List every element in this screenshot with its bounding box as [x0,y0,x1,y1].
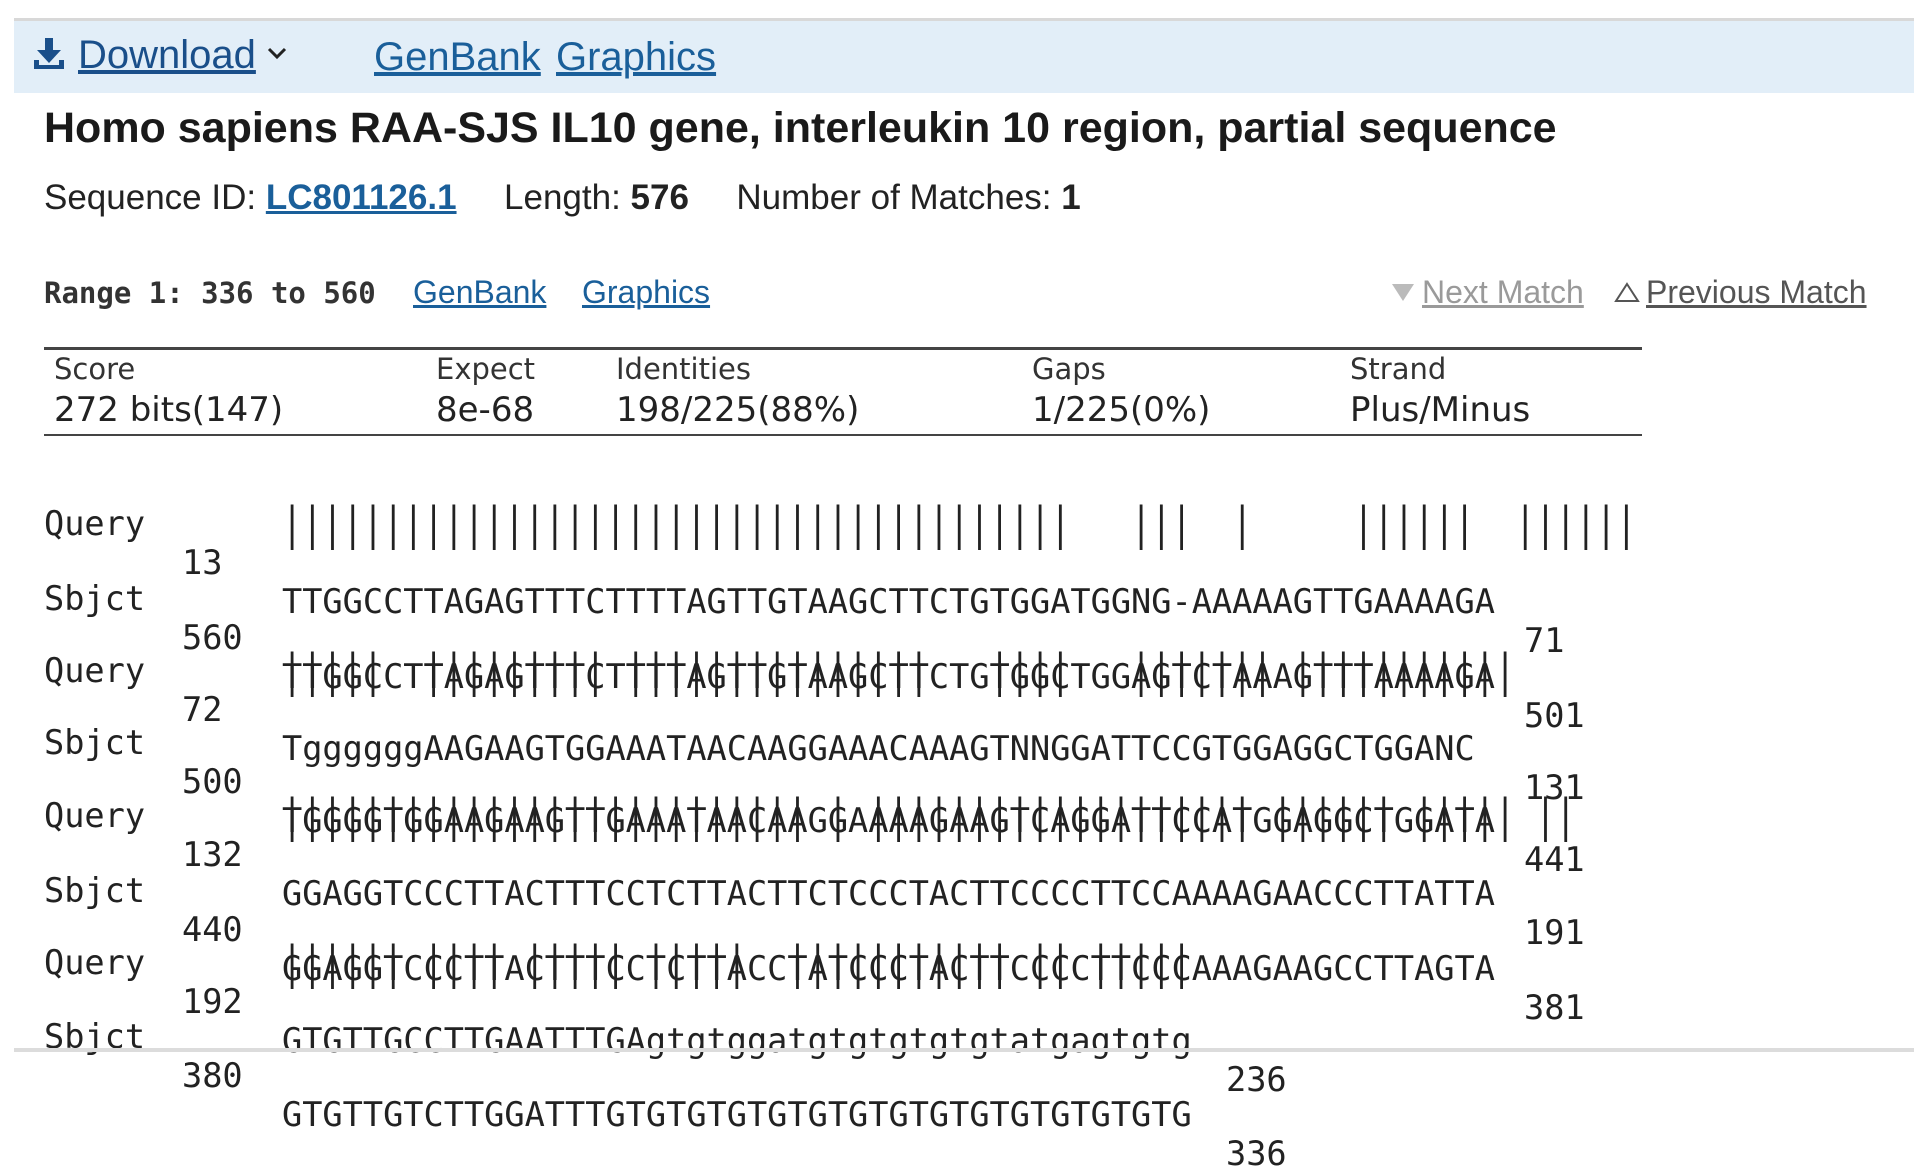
sbjct-sequence: TTGGCCTTAGAGTTTCTTTTAGTTGTAAGCTTCTGTGGCT… [282,657,1495,696]
match-line: |||||| |||| ||||| ||||| ||||||||||| || |… [282,936,1192,989]
query-sequence: TggggggAAGAAGTGGAAATAACAAGGAAACAAAGTNNGG… [282,729,1475,768]
query-start: 72 [182,690,223,729]
query-label: Query [44,651,146,690]
sbjct-line: Sbjct 560 TTGGCCTTAGAGTTTCTTTTAGTTGTAAGC… [0,540,1585,735]
strand-value: Plus/Minus [1350,390,1531,430]
sbjct-label: Sbjct [44,723,146,762]
next-match-label: Next Match [1422,274,1584,310]
query-end: 131 [1524,768,1585,807]
sbjct-label: Sbjct [44,871,146,910]
query-sequence: GTGTTGCCTTGAATTTGAgtgtggatgtgtgtgtgtatga… [282,1021,1192,1060]
sbjct-sequence: TGGGGTGGAAGAAGTTGAAATAACAAGGAAAAGAAGTCAG… [282,801,1495,840]
score-label: Score [54,352,136,386]
range-label: Range 1: 336 to 560 [44,276,376,310]
query-end: 191 [1524,913,1585,952]
range-genbank-link[interactable]: GenBank [413,274,547,310]
query-start: 13 [182,543,223,582]
query-sequence: GGAGGTCCCTTACTTTCCTCTTACTTCTCCCTACTTCCCC… [282,874,1495,913]
sbjct-sequence: GTGTTGTCTTGGATTTGTGTGTGTGTGTGTGTGTGTGTGT… [282,1095,1192,1134]
sequence-id-label: Sequence ID: [44,178,257,217]
triangle-down-icon [1390,274,1416,311]
sbjct-end: 336 [1226,1134,1287,1173]
sbjct-start: 500 [182,762,243,801]
toolbar: Download GenBank Graphics [14,21,1914,93]
sbjct-line: Sbjct 380 GTGTTGTCTTGGATTTGTGTGTGTGTGTGT… [0,978,1287,1173]
genbank-link[interactable]: GenBank [374,35,541,79]
query-line: Query 72 TggggggAAGAAGTGGAAATAACAAGGAAAC… [0,612,1585,807]
next-match-link[interactable]: Next Match [1390,274,1584,311]
matches-value: 1 [1061,178,1081,217]
query-line: Query 13 TTGGCCTTAGAGTTTCTTTTAGTTGTAAGCT… [0,465,1564,660]
gaps-value: 1/225(0%) [1032,390,1211,430]
sbjct-end: 441 [1524,840,1585,879]
top-border [14,18,1914,21]
query-sequence: TTGGCCTTAGAGTTTCTTTTAGTTGTAAGCTTCTGTGGAT… [282,582,1495,621]
expect-label: Expect [436,352,536,386]
query-start: 132 [182,835,243,874]
sbjct-start: 440 [182,910,243,949]
triangle-up-icon [1614,274,1640,311]
strand-label: Strand [1350,352,1447,386]
sbjct-start: 380 [182,1056,243,1095]
identities-label: Identities [616,352,751,386]
match-line: ||||||||||||||||||||||||||||||||||||||| … [282,497,1637,550]
query-start: 192 [182,982,243,1021]
bottom-border [14,1048,1914,1052]
graphics-link[interactable]: Graphics [556,35,717,79]
expect-value: 8e-68 [436,390,535,430]
sequence-id-link[interactable]: LC801126.1 [265,178,457,217]
sbjct-sequence: GGAGGTCCCTTACTTTCCTCTTACCTATCCCTACTTCCCC… [282,949,1495,988]
sbjct-line: Sbjct 500 TGGGGTGGAAGAAGTTGAAATAACAAGGAA… [0,684,1585,879]
sbjct-line: Sbjct 440 GGAGGTCCCTTACTTTCCTCTTACCTATCC… [0,832,1585,1027]
length-value: 576 [630,178,689,217]
match-line: ||||| ||||||||| ||||||||||||||| |||| |||… [282,644,1516,697]
query-line: Query 132 GGAGGTCCCTTACTTTCCTCTTACTTCTCC… [0,757,1585,952]
download-button[interactable]: Download [32,33,288,78]
score-value: 272 bits(147) [54,390,284,430]
stats-top-divider [44,347,1642,350]
sequence-meta: Sequence ID: LC801126.1 Length: 576 Numb… [44,178,1081,218]
sbjct-end: 381 [1524,988,1585,1027]
matches-label: Number of Matches: [736,178,1052,217]
sbjct-label: Sbjct [44,579,146,618]
chevron-down-icon [266,45,288,66]
sbjct-end: 501 [1524,696,1585,735]
page-title: Homo sapiens RAA-SJS IL10 gene, interleu… [44,104,1557,152]
query-label: Query [44,796,146,835]
query-label: Query [44,943,146,982]
previous-match-label: Previous Match [1646,274,1867,310]
stats-bottom-divider [44,434,1642,436]
length-label: Length: [504,178,621,217]
match-line: |||||||||||||||||||||||||| | |||||||||||… [282,789,1576,842]
sbjct-start: 560 [182,618,243,657]
gaps-label: Gaps [1032,352,1106,386]
download-label: Download [78,33,256,77]
range-graphics-link[interactable]: Graphics [582,274,711,310]
identities-value: 198/225(88%) [616,390,860,430]
query-label: Query [44,504,146,543]
download-icon [32,36,66,75]
query-end: 71 [1524,621,1565,660]
previous-match-link[interactable]: Previous Match [1614,274,1867,311]
